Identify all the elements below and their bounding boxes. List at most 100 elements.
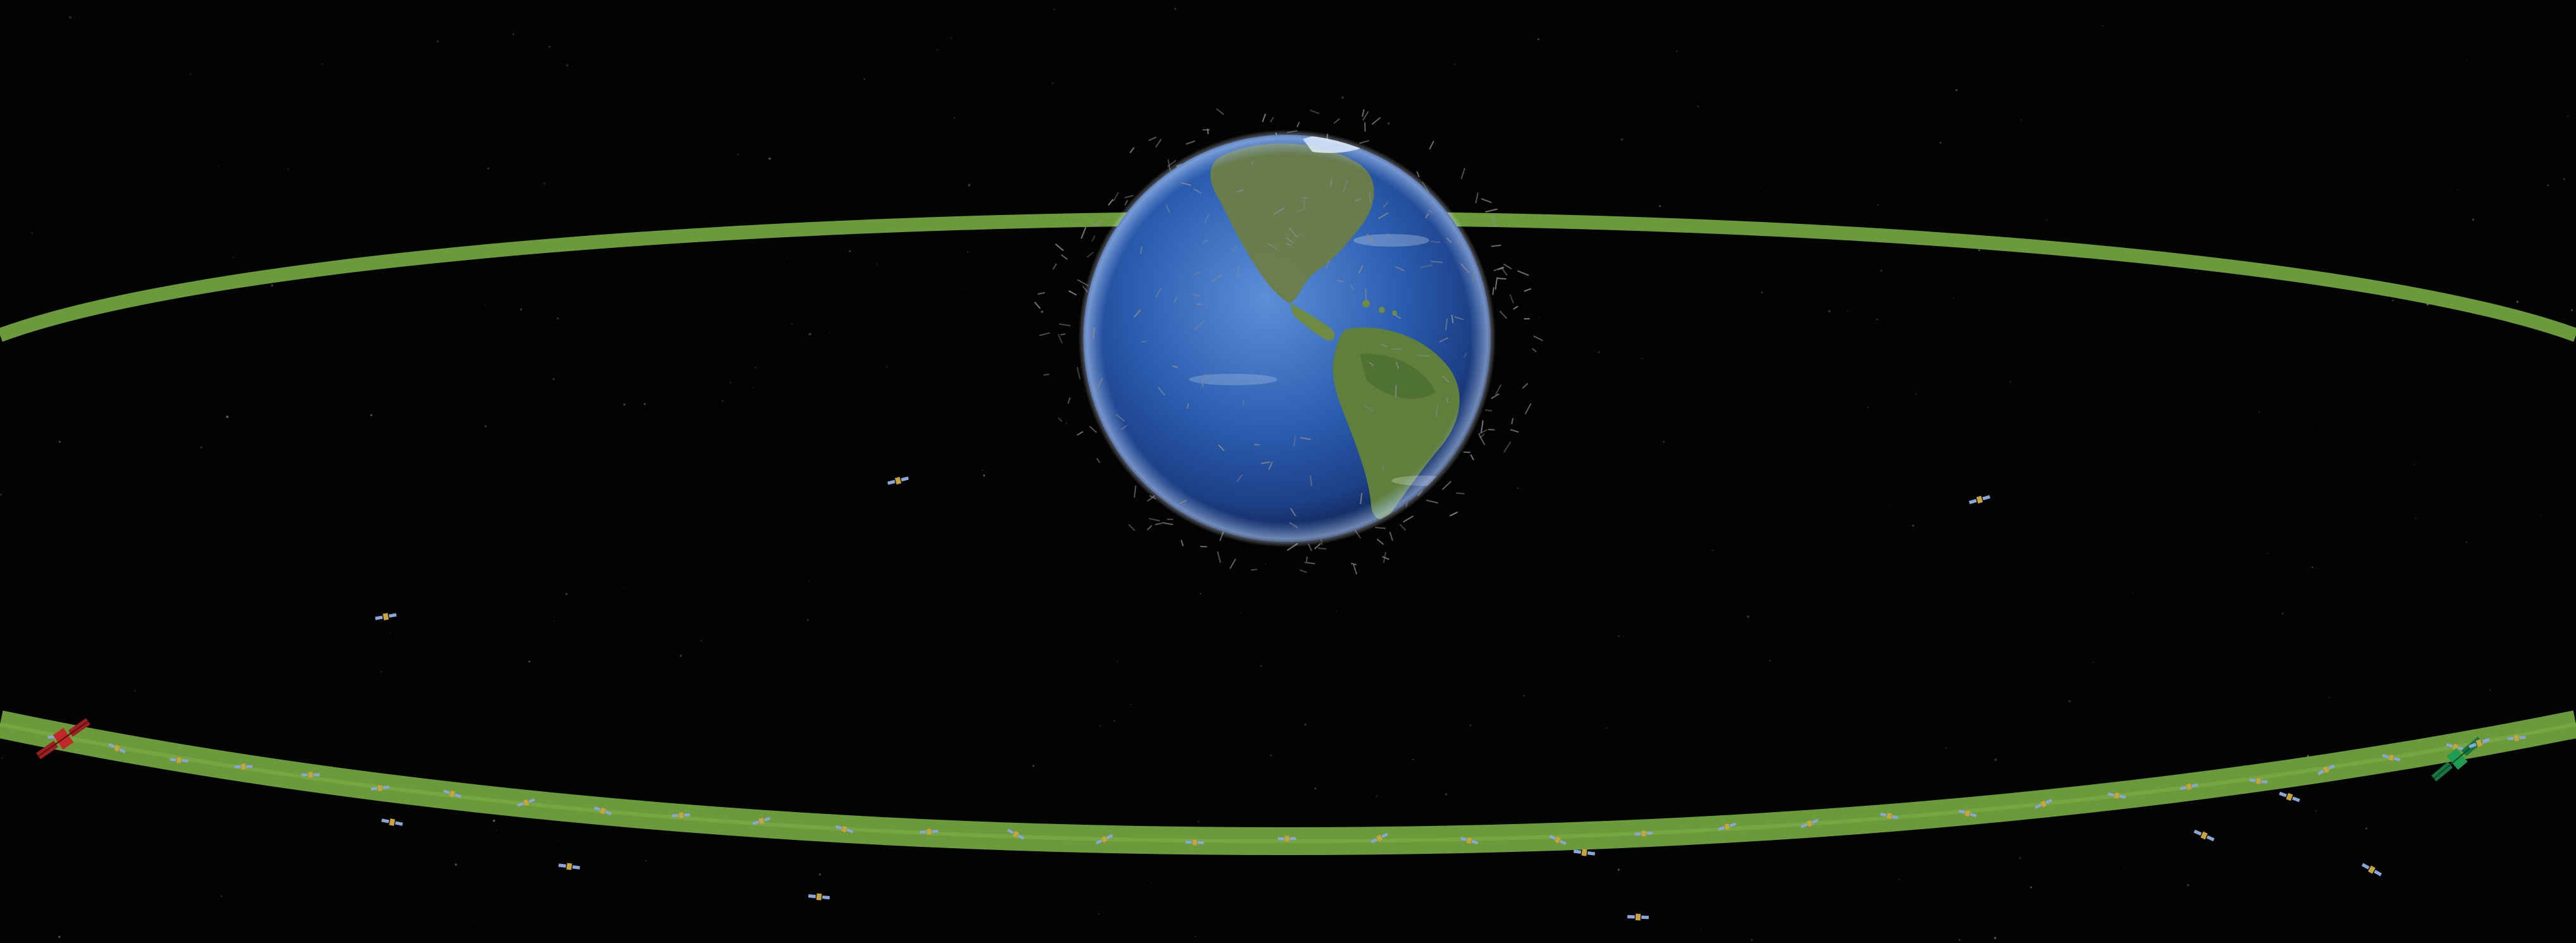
satellite-icon[interactable] xyxy=(2278,790,2300,803)
satellite-icon[interactable] xyxy=(1800,818,1819,829)
satellite-icon[interactable] xyxy=(1006,827,1025,841)
star xyxy=(982,469,983,471)
star-field xyxy=(0,8,2573,941)
satellite-icon[interactable] xyxy=(1548,834,1567,846)
space-debris xyxy=(1043,373,1050,376)
space-debris xyxy=(1491,244,1501,247)
satellite-icon[interactable] xyxy=(2317,763,2335,777)
star xyxy=(1877,204,1879,206)
space-debris xyxy=(1266,242,1278,250)
space-debris xyxy=(1039,332,1051,336)
satellite-icon[interactable] xyxy=(2107,791,2126,800)
satellite-icon[interactable] xyxy=(1095,833,1114,846)
space-debris xyxy=(1067,397,1071,404)
space-debris xyxy=(1057,417,1063,422)
space-debris xyxy=(1196,303,1202,305)
star xyxy=(1054,9,1056,11)
satellite-icon[interactable] xyxy=(301,772,320,778)
satellite-icon[interactable] xyxy=(1880,811,1899,821)
satellite-icon[interactable] xyxy=(2382,753,2401,763)
star xyxy=(1539,317,1540,318)
space-debris xyxy=(1147,525,1152,531)
space-debris xyxy=(1375,527,1386,529)
satellite-icon[interactable] xyxy=(1958,808,1977,819)
star xyxy=(1620,138,1624,141)
star xyxy=(189,73,191,75)
space-debris xyxy=(1317,547,1327,550)
satellite-icon[interactable] xyxy=(2193,828,2215,842)
space-debris xyxy=(1250,159,1255,166)
satellite-icon[interactable] xyxy=(2179,782,2198,791)
satellite-icon[interactable] xyxy=(752,816,771,827)
satellite-icon[interactable] xyxy=(169,756,188,763)
space-debris xyxy=(1503,441,1512,453)
satellite-icon[interactable] xyxy=(558,862,581,871)
star xyxy=(2116,502,2117,503)
satellite-icon[interactable] xyxy=(381,817,404,828)
star xyxy=(2365,827,2367,830)
satellite-icon[interactable] xyxy=(2507,734,2526,741)
satellite-icon[interactable] xyxy=(517,797,536,808)
star xyxy=(818,873,821,876)
space-debris xyxy=(1107,199,1114,206)
satellite-icon[interactable] xyxy=(1370,832,1389,844)
free-satellites xyxy=(374,475,2490,921)
space-debris xyxy=(1193,188,1202,194)
satellite-icon[interactable] xyxy=(1460,835,1479,846)
satellite-icon[interactable] xyxy=(2249,777,2268,785)
space-debris xyxy=(1425,213,1429,219)
space-debris xyxy=(1236,189,1243,193)
satellite-icon[interactable] xyxy=(2361,861,2383,877)
satellite-icon[interactable] xyxy=(1573,848,1596,857)
satellite-icon[interactable] xyxy=(443,788,462,799)
star xyxy=(223,338,225,340)
star xyxy=(2307,755,2309,757)
space-debris xyxy=(1155,139,1162,148)
space-debris xyxy=(1129,147,1135,154)
star xyxy=(455,863,457,866)
satellite-icon[interactable] xyxy=(1968,493,1990,505)
space-debris xyxy=(1121,424,1128,431)
space-debris xyxy=(1499,311,1508,319)
satellite-icon[interactable] xyxy=(374,612,397,622)
star xyxy=(1769,660,1771,662)
satellite-icon[interactable] xyxy=(808,892,830,901)
satellite-icon[interactable] xyxy=(835,824,854,835)
star xyxy=(644,860,647,862)
satellite-icon[interactable] xyxy=(1278,835,1297,842)
satellite-icon[interactable] xyxy=(371,784,390,792)
space-debris xyxy=(1155,288,1162,298)
star xyxy=(2415,517,2417,519)
star xyxy=(58,441,61,443)
star xyxy=(520,308,522,311)
star xyxy=(2019,857,2021,860)
star xyxy=(553,378,555,380)
satellite-icon[interactable] xyxy=(1718,821,1737,832)
satellite-icon[interactable] xyxy=(1634,830,1653,837)
satellite-icon[interactable] xyxy=(234,763,253,770)
star xyxy=(1260,665,1262,667)
space-debris xyxy=(1524,403,1532,415)
star xyxy=(1537,38,1539,40)
satellite-icon[interactable] xyxy=(2468,736,2490,749)
star xyxy=(2516,300,2518,303)
space-debris xyxy=(1133,309,1142,318)
satellite-icon[interactable] xyxy=(1185,839,1204,846)
satellite-icon[interactable] xyxy=(593,805,612,817)
satellite-icon[interactable] xyxy=(108,742,126,755)
satellite-icon[interactable] xyxy=(887,475,909,486)
space-debris xyxy=(1371,117,1381,125)
star xyxy=(786,257,787,259)
star xyxy=(221,895,223,897)
satellite-icon-left[interactable] xyxy=(34,714,94,763)
satellite-icon[interactable] xyxy=(920,829,939,835)
satellite-icon[interactable] xyxy=(2034,798,2053,810)
space-debris xyxy=(1186,403,1190,409)
star xyxy=(791,323,792,324)
satellite-icon[interactable] xyxy=(1627,913,1649,921)
star xyxy=(1598,351,1601,354)
space-debris xyxy=(1436,405,1439,417)
satellite-icon[interactable] xyxy=(672,812,691,818)
space-debris xyxy=(1445,318,1448,331)
space-debris xyxy=(1359,140,1369,144)
